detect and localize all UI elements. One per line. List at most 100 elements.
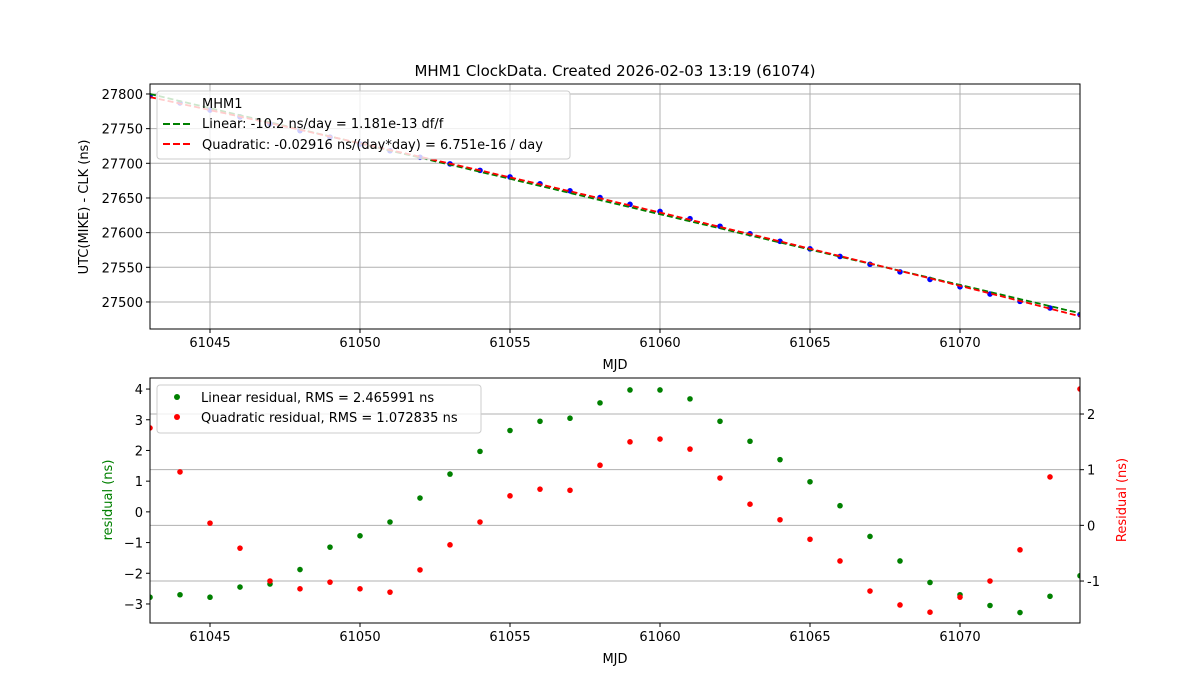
quadratic-residual-point	[207, 520, 213, 526]
x-tick-label: 61065	[789, 336, 830, 351]
bottom-y-axis-label-left: residual (ns)	[101, 460, 116, 541]
y-tick-label: 3	[135, 414, 143, 429]
y-tick-label: 1	[135, 475, 143, 490]
linear-residual-point	[417, 495, 423, 501]
quadratic-residual-point	[447, 542, 453, 548]
linear-residual-point	[1077, 572, 1080, 579]
y-tick-label: 27550	[102, 261, 143, 276]
quadratic-residual-point	[597, 462, 603, 469]
linear-residual-point	[237, 584, 243, 590]
bottom-y-axis-label-right: Residual (ns)	[1115, 458, 1130, 542]
quadratic-residual-point	[657, 436, 663, 442]
quadratic-residual-point	[1077, 386, 1080, 392]
quadratic-residual-point	[627, 439, 633, 445]
quadratic-residual-point	[867, 588, 873, 594]
legend-label-linear: Linear: -10.2 ns/day = 1.181e-13 df/f	[202, 117, 444, 132]
quadratic-residual-point	[747, 501, 753, 508]
linear-residual-point	[627, 387, 633, 393]
x-tick-label: 61070	[939, 336, 980, 351]
quadratic-residual-point	[567, 487, 573, 494]
x-tick-label: 61050	[339, 336, 380, 351]
quadratic-residual-point	[537, 486, 543, 492]
linear-residual-point	[747, 438, 753, 445]
y-tick-label: 27750	[102, 123, 143, 138]
quadratic-residual-point	[807, 536, 813, 543]
linear-residual-point	[777, 456, 783, 463]
y-tick-label: 27800	[102, 88, 143, 103]
quadratic-residual-point	[897, 602, 903, 608]
quadratic-residual-point	[177, 469, 183, 475]
quadratic-residual-point	[1047, 474, 1053, 480]
linear-residual-point	[807, 478, 813, 485]
x-tick-label: 61060	[639, 336, 680, 351]
y-tick-label: −1	[124, 537, 143, 552]
y-tick-label: 4	[135, 383, 143, 398]
quadratic-residual-point	[387, 589, 393, 595]
linear-residual-point	[987, 602, 993, 609]
y-tick-label: 0	[135, 506, 143, 521]
quadratic-residual-point	[507, 493, 513, 499]
linear-residual-point	[1017, 609, 1023, 616]
linear-residual-point	[837, 502, 843, 509]
y-tick-label: 2	[135, 444, 143, 459]
quadratic-residual-point	[327, 579, 333, 585]
quadratic-residual-point	[987, 578, 993, 584]
linear-residual-point	[447, 471, 453, 477]
bottom-plot: -1 0 1 2 −3 −2 −1 0 1 2 3 4 61045 61050 61055 61060 6106…	[124, 377, 1100, 645]
x-tick-label: 61055	[489, 630, 530, 645]
quadratic-residual-point	[777, 516, 783, 523]
linear-residual-point	[897, 558, 903, 564]
linear-residual-point	[1047, 593, 1053, 600]
linear-residual-point	[357, 533, 363, 539]
linear-residual-point	[597, 400, 603, 406]
y-tick-label: 27700	[102, 157, 143, 172]
quadratic-residual-point	[957, 594, 963, 600]
legend-label-linear-residual: Linear residual, RMS = 2.465991 ns	[201, 391, 434, 406]
linear-residual-point	[327, 544, 333, 550]
linear-residual-point	[687, 396, 693, 402]
quadratic-residual-point	[687, 446, 693, 452]
y-tick-label: −3	[124, 598, 143, 613]
linear-residual-point	[177, 591, 183, 598]
x-tick-label: 61065	[789, 630, 830, 645]
linear-residual-point	[297, 566, 303, 573]
y-tick-label: 27650	[102, 192, 143, 207]
quadratic-residual-point	[297, 586, 303, 592]
chart-title: MHM1 ClockData. Created 2026-02-03 13:19…	[414, 62, 815, 80]
x-tick-label: 61045	[189, 336, 230, 351]
linear-residual-point	[507, 427, 513, 434]
right-y-tick-label: 0	[1087, 519, 1095, 534]
x-tick-label: 61050	[339, 630, 380, 645]
top-legend: MHM1 Linear: -10.2 ns/day = 1.181e-13 df…	[156, 90, 571, 160]
linear-residual-point	[867, 533, 873, 540]
linear-residual-point	[567, 415, 573, 422]
quadratic-residual-point	[417, 567, 423, 573]
linear-residual-point	[717, 418, 723, 425]
x-tick-label: 61055	[489, 336, 530, 351]
quadratic-residual-point	[1017, 547, 1023, 553]
quadratic-residual-point	[837, 558, 843, 564]
x-tick-label: 61060	[639, 630, 680, 645]
legend-label-data: MHM1	[202, 97, 242, 112]
right-y-tick-label: -1	[1087, 575, 1100, 590]
linear-residual-point	[387, 519, 393, 525]
x-tick-label: 61070	[939, 630, 980, 645]
bottom-plot-frame	[149, 377, 1081, 624]
right-y-tick-label: 1	[1087, 464, 1095, 479]
quadratic-residual-point	[357, 586, 363, 592]
bottom-legend: Linear residual, RMS = 2.465991 ns Quadr…	[156, 384, 482, 434]
legend-label-quadratic-residual: Quadratic residual, RMS = 1.072835 ns	[201, 411, 458, 426]
y-tick-label: 27500	[102, 296, 143, 311]
linear-residual-point	[927, 579, 933, 586]
quadratic-residual-point	[237, 545, 243, 551]
top-x-axis-label: MJD	[602, 358, 627, 373]
right-y-tick-label: 2	[1087, 408, 1095, 423]
linear-residual-point	[657, 387, 663, 393]
quadratic-residual-point	[717, 475, 723, 481]
bottom-x-axis-label: MJD	[602, 652, 627, 667]
quadratic-residual-point	[150, 425, 153, 431]
top-y-axis-label: UTC(MIKE) - CLK (ns)	[77, 140, 92, 275]
quadratic-residual-point	[477, 519, 483, 525]
linear-residual-point	[207, 594, 213, 601]
